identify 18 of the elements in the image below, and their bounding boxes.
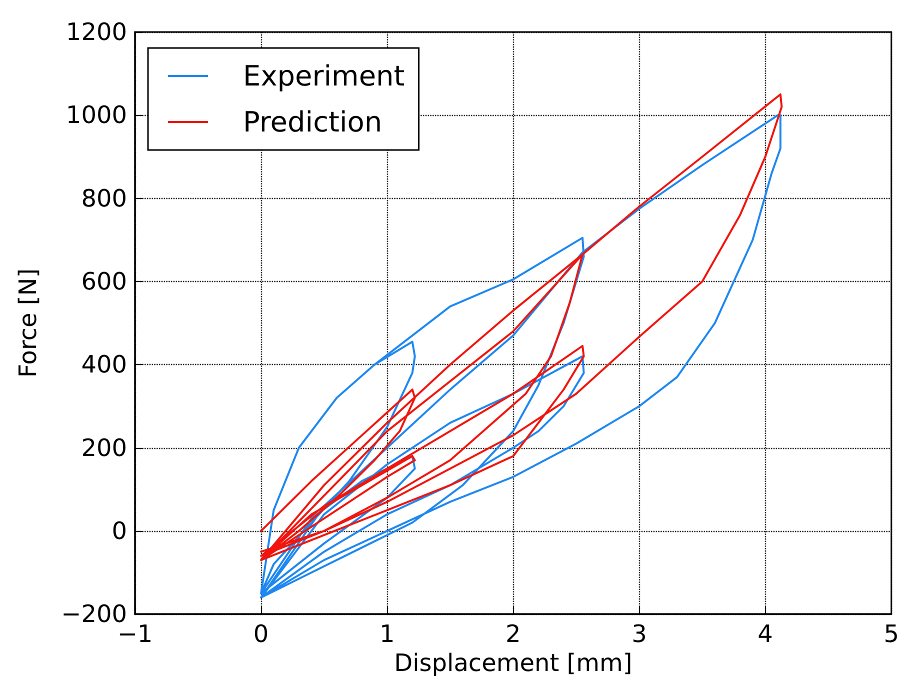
x-tick-label: 3 [632, 620, 647, 648]
legend-label: Experiment [243, 60, 405, 92]
y-tick-label: 800 [81, 184, 127, 212]
y-tick-label: 1000 [66, 101, 127, 130]
y-tick-label: 0 [112, 516, 127, 545]
y-tick-label: 600 [81, 267, 127, 296]
x-tick-label: 0 [253, 620, 269, 648]
y-axis-title: Force [N] [14, 268, 42, 378]
legend-label: Prediction [243, 106, 382, 138]
x-axis-title: Displacement [mm] [394, 649, 632, 677]
y-tick-label: 400 [81, 350, 127, 379]
x-tick-label: 5 [884, 620, 900, 648]
y-tick-label: 200 [81, 434, 127, 462]
x-tick-label: 1 [379, 620, 395, 648]
x-tick-label: 2 [506, 620, 521, 648]
x-tick-label: 4 [758, 620, 773, 648]
y-tick-label: 1200 [66, 18, 127, 46]
y-tick-label: −200 [61, 600, 127, 628]
